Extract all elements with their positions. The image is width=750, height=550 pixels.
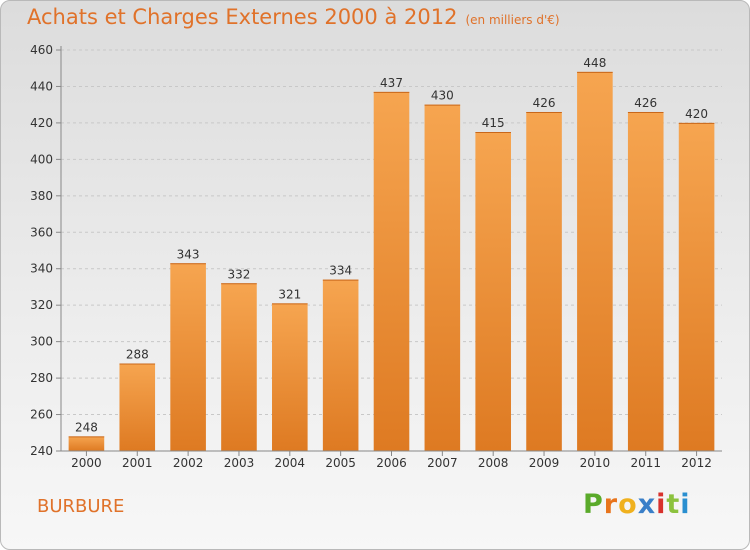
x-tick-label: 2001 bbox=[122, 456, 153, 470]
data-label: 430 bbox=[431, 89, 454, 103]
x-tick-label: 2011 bbox=[630, 456, 661, 470]
data-label: 343 bbox=[177, 247, 200, 261]
data-label: 437 bbox=[380, 76, 403, 90]
logo-letter: o bbox=[618, 489, 638, 520]
data-label: 448 bbox=[583, 56, 606, 70]
bar bbox=[68, 436, 105, 451]
x-tick-label: 2000 bbox=[71, 456, 102, 470]
data-label: 321 bbox=[278, 287, 301, 301]
logo-letter: P bbox=[583, 489, 604, 520]
y-axis-ticks: 240 260 280 300 320 340 360 380 400 420 440 460 bbox=[30, 43, 61, 458]
x-tick-label: 2003 bbox=[224, 456, 255, 470]
y-tick-label: 320 bbox=[30, 298, 53, 312]
x-tick-label: 2002 bbox=[173, 456, 204, 470]
x-tick-label: 2008 bbox=[478, 456, 509, 470]
y-tick-label: 300 bbox=[30, 335, 53, 349]
y-tick-label: 240 bbox=[30, 444, 53, 458]
y-tick-label: 420 bbox=[30, 116, 53, 130]
y-tick-label: 440 bbox=[30, 79, 53, 93]
chart-title-text: Achats et Charges Externes 2000 à 2012 bbox=[27, 5, 458, 29]
bar bbox=[272, 303, 308, 451]
data-label: 288 bbox=[126, 348, 149, 362]
x-tick-label: 2004 bbox=[275, 456, 306, 470]
data-label: 332 bbox=[228, 267, 251, 281]
x-tick-label: 2006 bbox=[376, 456, 407, 470]
bar bbox=[170, 263, 206, 451]
y-tick-label: 460 bbox=[30, 43, 53, 57]
data-label: 334 bbox=[329, 264, 352, 278]
bar bbox=[424, 104, 461, 451]
logo-letter: x bbox=[637, 489, 657, 520]
bar bbox=[627, 111, 664, 452]
data-labels: 248 288 343 332 321 334 437 430 415 426 448 426 420 bbox=[75, 56, 708, 435]
x-tick-label: 2007 bbox=[427, 456, 458, 470]
bar bbox=[678, 122, 715, 451]
data-label: 426 bbox=[634, 96, 657, 110]
chart-title: Achats et Charges Externes 2000 à 2012 (e… bbox=[27, 5, 560, 29]
y-tick-label: 280 bbox=[30, 371, 53, 385]
bars bbox=[68, 71, 715, 452]
logo-letter: i bbox=[680, 489, 691, 520]
bar bbox=[119, 363, 156, 451]
bar bbox=[526, 111, 562, 452]
bar bbox=[221, 283, 257, 451]
data-label: 248 bbox=[75, 420, 98, 434]
data-label: 420 bbox=[685, 107, 708, 121]
axes bbox=[60, 46, 722, 452]
x-tick-label: 2005 bbox=[325, 456, 356, 470]
y-tick-label: 380 bbox=[30, 189, 53, 203]
bar bbox=[475, 132, 511, 452]
bar bbox=[373, 91, 410, 451]
logo-letter: t bbox=[666, 489, 681, 520]
data-label: 415 bbox=[482, 116, 505, 130]
proxiti-logo: Proxiti bbox=[583, 489, 691, 520]
commune-name: BURBURE bbox=[37, 496, 125, 517]
chart-subtitle: (en milliers d'€) bbox=[465, 13, 560, 27]
x-tick-label: 2009 bbox=[529, 456, 560, 470]
y-tick-label: 340 bbox=[30, 262, 53, 276]
logo-letter: i bbox=[656, 489, 667, 520]
logo-letter: r bbox=[603, 489, 619, 520]
y-tick-label: 260 bbox=[30, 408, 53, 422]
y-tick-label: 360 bbox=[30, 225, 53, 239]
data-label: 426 bbox=[533, 96, 556, 110]
bar bbox=[577, 71, 613, 451]
y-tick-label: 400 bbox=[30, 152, 53, 166]
bar bbox=[322, 279, 359, 451]
x-axis-ticks: 2000 2001 2002 2003 2004 2005 2006 2007 2008 2009… bbox=[71, 451, 712, 470]
x-tick-label: 2012 bbox=[681, 456, 712, 470]
x-tick-label: 2010 bbox=[580, 456, 611, 470]
